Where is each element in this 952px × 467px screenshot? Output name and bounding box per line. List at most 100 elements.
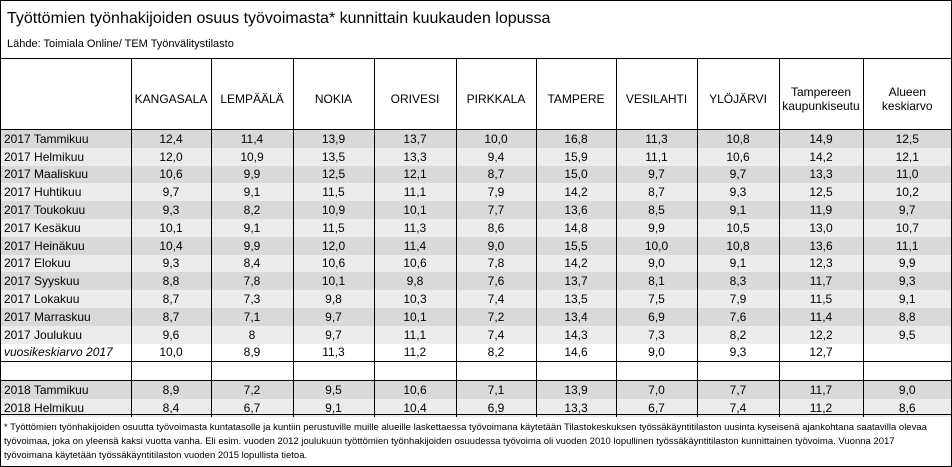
cell: 13,5 [535, 290, 616, 308]
row: 2017 Joulukuu 9,6 8 9,7 11,1 7,4 14,3 7,3 8,2 12,… [1, 325, 951, 344]
cell: 13,6 [535, 201, 616, 219]
cell: 8,4 [130, 398, 211, 417]
cell: 9,7 [130, 183, 211, 202]
header-cell: NOKIA [292, 58, 374, 130]
cell: 12,5 [292, 165, 374, 184]
cell: 7,7 [455, 201, 536, 219]
cell: 2017 Huhtikuu [1, 183, 131, 202]
cell: 9,1 [210, 183, 293, 202]
cell: 10,4 [373, 398, 456, 417]
cell: 14,2 [535, 183, 616, 202]
cell: 8,6 [455, 218, 536, 237]
cell: 9,7 [615, 165, 697, 184]
cell: 11,3 [292, 343, 374, 362]
cell: 6,9 [615, 307, 697, 326]
cell: 7,9 [455, 183, 536, 202]
cell: 10,1 [292, 272, 374, 291]
cell: 10,6 [130, 165, 211, 184]
cell: 8 [210, 325, 293, 344]
cell: 14,6 [535, 343, 616, 362]
cell: 11,5 [292, 218, 374, 237]
cell [130, 361, 211, 382]
cell: 2017 Marraskuu [1, 307, 131, 326]
cell: 7,2 [455, 307, 536, 326]
cell: 11,3 [615, 129, 697, 148]
cell: 9,9 [862, 254, 951, 273]
cell: 2017 Maaliskuu [1, 165, 131, 184]
cell: 14,9 [778, 129, 863, 148]
cell: 15,5 [535, 236, 616, 255]
cell: 11,2 [778, 398, 863, 417]
cell: 7,3 [210, 290, 293, 308]
row: 2017 Elokuu 9,3 8,4 10,6 10,6 7,8 14,2 9,0 9,1 12… [1, 254, 951, 273]
cell: 7,9 [696, 290, 779, 308]
cell [373, 361, 456, 382]
table: KANGASALA LEMPÄÄLÄ NOKIA ORIVESI PIRKKALA TAM… [1, 58, 951, 417]
cell: 8,6 [862, 398, 951, 417]
cell: 10,0 [130, 343, 211, 362]
cell: 13,5 [292, 147, 374, 166]
cell: 2017 Kesäkuu [1, 218, 131, 237]
cell: 13,0 [778, 218, 863, 237]
cell: 11,7 [778, 380, 863, 399]
cell: 9,3 [130, 201, 211, 219]
cell: 2017 Lokakuu [1, 290, 131, 308]
cell: 8,7 [130, 307, 211, 326]
cell: 14,3 [535, 325, 616, 344]
cell: 12,3 [778, 254, 863, 273]
row: 2017 Marraskuu 8,7 7,1 9,7 10,1 7,2 13,4 6,9 7,6… [1, 307, 951, 326]
cell: 2017 Tammikuu [1, 129, 131, 148]
cell: 11,1 [373, 325, 456, 344]
cell: 2017 Elokuu [1, 254, 131, 273]
cell: 2018 Tammikuu [1, 380, 131, 399]
cell: 9,1 [292, 398, 374, 417]
cell: 13,6 [778, 236, 863, 255]
cell: 13,3 [778, 165, 863, 184]
cell: 10,2 [862, 183, 951, 202]
cell: 15,9 [535, 147, 616, 166]
cell: 9,1 [862, 290, 951, 308]
cell: 12,0 [292, 236, 374, 255]
row: 2018 Helmikuu 8,4 6,7 9,1 10,4 6,9 13,3 6,7 7,4 1… [1, 398, 951, 417]
cell: 9,3 [862, 272, 951, 291]
cell: 9,1 [696, 254, 779, 273]
cell: 8,8 [130, 272, 211, 291]
cell: 12,2 [778, 325, 863, 344]
cell: 10,9 [210, 147, 293, 166]
cell [862, 343, 951, 362]
cell: 6,9 [455, 398, 536, 417]
cell: 10,6 [373, 380, 456, 399]
footnote: * Työttömien työnhakijoiden osuutta työv… [4, 422, 927, 461]
cell: 11,4 [778, 307, 863, 326]
header-cell: TAMPERE [535, 58, 616, 130]
cell: 8,5 [615, 201, 697, 219]
header-cell: LEMPÄÄLÄ [210, 58, 293, 130]
cell: 13,9 [535, 380, 616, 399]
cell: 9,1 [210, 218, 293, 237]
cell: 16,8 [535, 129, 616, 148]
cell: 2017 Toukokuu [1, 201, 131, 219]
cell: 2018 Helmikuu [1, 398, 131, 417]
cell: 9,0 [862, 380, 951, 399]
cell: 8,8 [862, 307, 951, 326]
cell: 12,5 [862, 129, 951, 148]
cell: 9,9 [210, 165, 293, 184]
header-cell [1, 58, 131, 130]
cell: 8,3 [696, 272, 779, 291]
row: 2018 Tammikuu 8,9 7,2 9,5 10,6 7,1 13,9 7,0 7,7 1… [1, 380, 951, 399]
cell: 13,7 [373, 129, 456, 148]
cell: 9,0 [455, 236, 536, 255]
cell: 9,9 [615, 218, 697, 237]
cell: 8,7 [455, 165, 536, 184]
cell: 13,7 [535, 272, 616, 291]
cell: 9,6 [130, 325, 211, 344]
source: Lähde: Toimiala Online/ TEM Työnvälityst… [7, 38, 234, 50]
cell [615, 361, 697, 382]
cell: 11,1 [862, 236, 951, 255]
cell: 9,7 [862, 201, 951, 219]
row: 2017 Helmikuu 12,0 10,9 13,5 13,3 9,4 15,9 11,1… [1, 147, 951, 166]
cell: 6,7 [615, 398, 697, 417]
cell: 12,0 [130, 147, 211, 166]
cell: 9,3 [696, 343, 779, 362]
cell: 12,5 [778, 183, 863, 202]
